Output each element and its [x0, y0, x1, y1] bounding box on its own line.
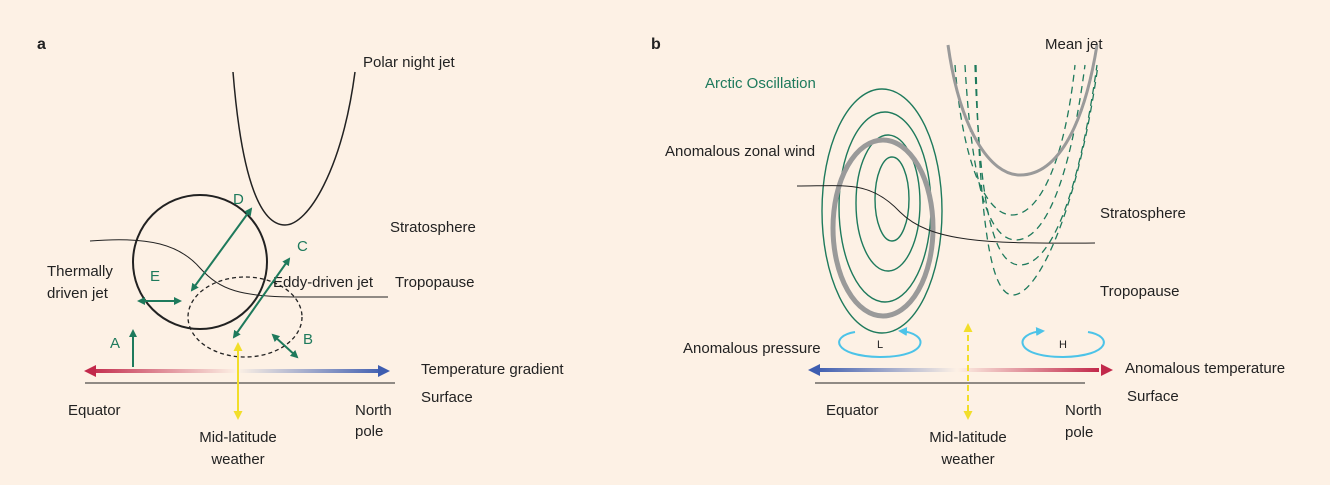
low-circulation	[838, 326, 922, 359]
zonal-wind-ellipse	[830, 137, 936, 319]
panel-a: a Polar night jet Stratosphere Tropopaus…	[37, 36, 564, 468]
text: Surface	[421, 389, 473, 406]
arrow-c	[232, 257, 291, 339]
panel-label: b	[651, 36, 661, 53]
text: Equator	[826, 402, 879, 419]
text: North	[1065, 402, 1102, 419]
text: Stratosphere	[390, 219, 476, 236]
text: Thermally	[47, 263, 113, 280]
gradient-bar	[815, 368, 1099, 372]
arrow-label: C	[297, 238, 308, 255]
text: Equator	[68, 402, 121, 419]
arrow-b	[271, 333, 299, 359]
text: Mid-latitude	[199, 429, 277, 446]
zonal-wind-line	[796, 185, 1096, 244]
text: weather	[940, 451, 994, 468]
text: pole	[1065, 424, 1093, 441]
text: Temperature gradient	[421, 361, 564, 378]
eddy-jet-ellipse	[187, 276, 303, 358]
text: Mid-latitude	[929, 429, 1007, 446]
text: Anomalous temperature	[1125, 360, 1285, 377]
panel-b: b Mean jet Arctic Oscillation Anomalous …	[651, 36, 1285, 468]
dashed-jets	[954, 64, 1099, 296]
text: Eddy-driven jet	[273, 274, 374, 291]
mean-jet-curve	[946, 44, 1099, 177]
arrow-label: A	[110, 335, 120, 352]
text: Tropopause	[1100, 283, 1180, 300]
arrow-label: B	[303, 331, 313, 348]
text: North	[355, 402, 392, 419]
text: Stratosphere	[1100, 205, 1186, 222]
text: weather	[210, 451, 264, 468]
high-circulation	[1021, 326, 1105, 359]
text: pole	[355, 423, 383, 440]
text: Anomalous zonal wind	[665, 143, 815, 160]
polar-jet-curve	[232, 71, 356, 226]
arrow-label: E	[150, 268, 160, 285]
panel-label: a	[37, 36, 46, 53]
text: driven jet	[47, 285, 109, 302]
arrow-label: D	[233, 191, 244, 208]
text: Surface	[1127, 388, 1179, 405]
text: Mean jet	[1045, 36, 1103, 53]
text: L	[877, 339, 883, 351]
oscillation-contours	[821, 88, 943, 334]
text: Anomalous pressure	[683, 340, 821, 357]
text: Polar night jet	[363, 54, 456, 71]
text: Arctic Oscillation	[705, 75, 816, 92]
text: Tropopause	[395, 274, 475, 291]
text: H	[1059, 339, 1067, 351]
arrow-d	[190, 207, 253, 292]
